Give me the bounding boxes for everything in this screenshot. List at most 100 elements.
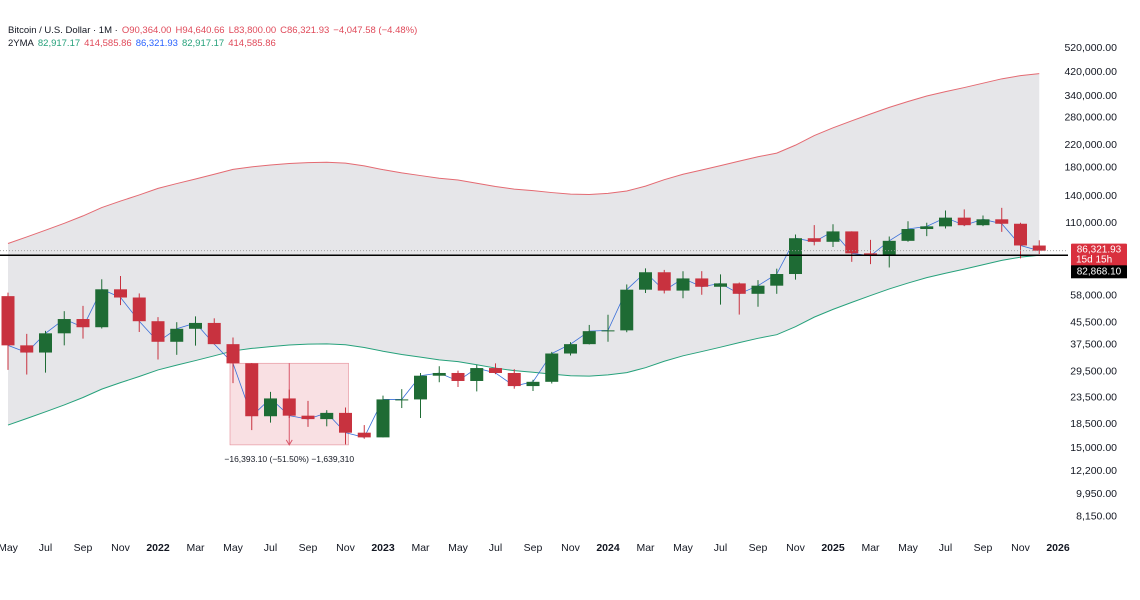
- indicator-value: 82,917.17: [37, 38, 81, 49]
- ohlc-high: H94,640.66: [175, 25, 225, 36]
- candle-body: [751, 285, 765, 294]
- hline-label-box: [1071, 265, 1127, 279]
- x-tick-label: Jul: [489, 542, 502, 554]
- candle-body: [1032, 245, 1046, 251]
- x-tick-label: 2024: [596, 542, 620, 554]
- indicator-value: 82,917.17: [181, 38, 225, 49]
- x-tick-label: Sep: [524, 542, 543, 554]
- indicator-value: 414,585.86: [84, 38, 132, 49]
- candle-body: [657, 272, 671, 291]
- symbol-row: Bitcoin / U.S. Dollar · 1M · O90,364.00 …: [8, 24, 417, 37]
- measure-arrowhead: [285, 439, 293, 446]
- x-tick-label: Mar: [636, 542, 655, 554]
- y-tick-label: 8,150.00: [1076, 511, 1117, 523]
- x-tick-label: Jul: [939, 542, 952, 554]
- candle-body: [20, 345, 34, 353]
- x-tick-label: Mar: [861, 542, 880, 554]
- candle-body: [714, 283, 727, 287]
- x-tick-label: Sep: [74, 542, 93, 554]
- y-tick-label: 340,000.00: [1064, 90, 1117, 102]
- y-tick-label: 520,000.00: [1064, 42, 1117, 54]
- candle-body: [1014, 223, 1027, 246]
- x-tick-label: Sep: [974, 542, 993, 554]
- candle-body: [170, 328, 184, 342]
- ohlc-close: C86,321.93: [280, 25, 330, 36]
- y-tick-label: 9,950.00: [1076, 488, 1117, 500]
- measure-label: −16,393.10 (−51.50%) −1,639,310: [224, 454, 354, 464]
- x-tick-label: 2025: [821, 542, 845, 554]
- x-tick-label: Jul: [714, 542, 727, 554]
- ohlc-change: −4,047.58 (−4.48%): [333, 25, 418, 36]
- y-tick-label: 110,000.00: [1065, 217, 1117, 229]
- x-tick-label: 2022: [146, 542, 170, 554]
- candle-body: [732, 283, 746, 294]
- candle-body: [395, 399, 409, 401]
- candle-body: [226, 344, 240, 364]
- candle-body: [807, 238, 821, 242]
- x-tick-label: Sep: [299, 542, 318, 554]
- x-tick-label: Mar: [186, 542, 205, 554]
- x-tick-label: May: [898, 542, 919, 554]
- y-tick-label: 37,500.00: [1070, 339, 1117, 351]
- candle-body: [620, 289, 634, 331]
- candle-body: [432, 372, 446, 376]
- candle-body: [582, 331, 596, 345]
- x-tick-label: Nov: [1011, 542, 1030, 554]
- candle-body: [826, 231, 840, 242]
- candle-body: [189, 322, 202, 329]
- candle-body: [882, 240, 896, 256]
- ohlc-open: O90,364.00: [121, 25, 172, 36]
- y-tick-label: 220,000.00: [1064, 139, 1117, 151]
- candle-body: [1, 296, 15, 346]
- y-tick-label: 58,000.00: [1070, 289, 1117, 301]
- candle-body: [845, 231, 859, 254]
- y-tick-label: 23,500.00: [1070, 391, 1117, 403]
- candle-body: [601, 330, 615, 332]
- candle-body: [132, 297, 146, 322]
- candle-body: [957, 217, 971, 226]
- indicator-row: 2YMA 82,917.17 414,585.86 86,321.93 82,9…: [8, 37, 417, 50]
- candle-body: [676, 278, 690, 291]
- candle-body: [151, 321, 165, 342]
- y-tick-label: 140,000.00: [1064, 190, 1117, 202]
- candle-body: [320, 412, 334, 420]
- indicator-value: 86,321.93: [135, 38, 178, 49]
- x-tick-label: May: [448, 542, 469, 554]
- candle-body: [414, 375, 427, 400]
- candle-body: [639, 272, 652, 290]
- candle-body: [264, 398, 277, 417]
- candle-body: [526, 381, 540, 387]
- candle-body: [976, 219, 990, 226]
- candle-body: [95, 289, 109, 328]
- lower-band-line: [7, 254, 1040, 426]
- candle-body: [339, 412, 352, 433]
- y-tick-label: 180,000.00: [1064, 162, 1117, 174]
- y-tick-label: 45,500.00: [1070, 317, 1117, 329]
- y-tick-label: 15,000.00: [1070, 442, 1117, 454]
- indicator-value: 414,585.86: [228, 38, 276, 49]
- x-tick-label: Jul: [264, 542, 277, 554]
- y-tick-label: 12,200.00: [1070, 465, 1117, 477]
- indicator-name: 2YMA: [8, 38, 34, 49]
- price-label-box: [1071, 243, 1127, 266]
- candle-body: [489, 368, 502, 373]
- candle-body: [57, 319, 71, 334]
- y-tick-label: 280,000.00: [1064, 112, 1117, 124]
- hline-label: 82,868.10: [1077, 266, 1122, 277]
- x-tick-label: Nov: [111, 542, 130, 554]
- y-tick-label: 420,000.00: [1064, 66, 1117, 78]
- x-tick-label: Nov: [336, 542, 355, 554]
- x-tick-label: May: [673, 542, 694, 554]
- candle-body: [470, 368, 484, 381]
- y-tick-label: 18,500.00: [1070, 418, 1117, 430]
- candle-body: [939, 217, 952, 227]
- candle-body: [564, 344, 577, 354]
- x-tick-label: Mar: [411, 542, 430, 554]
- ohlc-low: L83,800.00: [228, 25, 277, 36]
- candle-body: [39, 333, 52, 353]
- candle-body: [357, 432, 371, 438]
- x-tick-label: May: [0, 542, 19, 554]
- candle-body: [451, 372, 465, 381]
